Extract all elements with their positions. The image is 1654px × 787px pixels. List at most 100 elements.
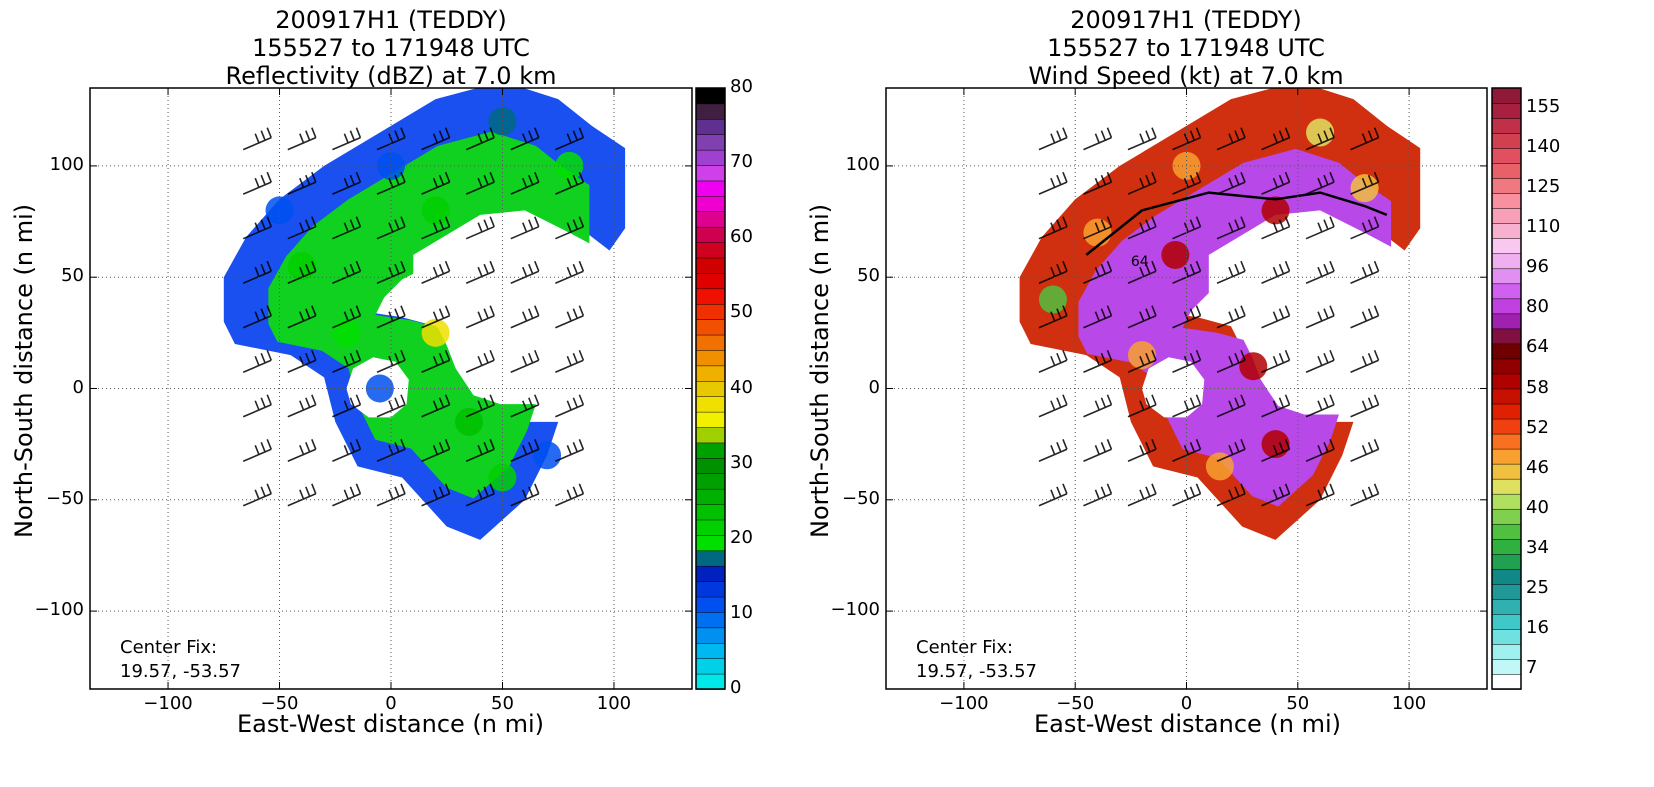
colorbar-segment [695,550,726,567]
wind-barb [376,438,406,463]
colorbar-segment [695,195,726,213]
wind-barb [465,349,495,373]
colorbar-segment [1491,418,1522,435]
colorbar-segment [1491,673,1522,690]
colorbar-segment [1491,177,1522,194]
colorbar-segment [695,627,726,644]
right-title-line-3: Wind Speed (kt) at 7.0 km [1028,62,1344,90]
wind-barb [242,394,272,418]
colorbar-segment [1491,162,1522,179]
wind-barb [1083,127,1113,151]
wind-barb [242,349,272,373]
wind-barb [1127,305,1157,329]
colorbar-segment [1491,207,1522,224]
y-tick-label: 50 [61,265,84,287]
left-title-line-3: Reflectivity (dBZ) at 7.0 km [225,62,557,90]
colorbar-segment [695,565,726,582]
wind-barb [421,216,451,240]
colorbar-segment [1491,433,1522,450]
colorbar-segment [1491,403,1522,420]
wind-barb [1216,127,1246,151]
y-tick-label: −50 [842,487,880,509]
wind-barb [242,216,272,240]
colorbar-segment [695,596,726,613]
wind-barb [1350,171,1380,195]
right-chart-title: 200917H1 (TEDDY) 155527 to 171948 UTC Wi… [876,6,1496,90]
colorbar-segment [695,534,726,552]
wind-barb [1038,127,1068,151]
colorbar-segment [695,87,726,105]
colorbar-tick-label: 50 [730,301,753,323]
colorbar-segment [695,103,726,120]
wind-barb [287,483,317,507]
data-point [265,196,294,225]
colorbar-tick-label: 46 [1526,456,1549,478]
colorbar-segment [695,180,726,197]
x-tick-label: −50 [260,693,299,714]
colorbar-tick-label: 155 [1526,96,1561,118]
data-point [555,151,584,180]
colorbar-tick-label: 70 [730,151,753,173]
wind-barb [1038,394,1068,418]
left-center-fix: Center Fix: 19.57, -53.57 [120,636,241,684]
wind-barb [1038,260,1068,284]
wind-barb [1350,216,1380,240]
wind-barb [242,305,272,329]
wind-barb [555,305,585,329]
left-title-line-2: 155527 to 171948 UTC [252,34,530,62]
left-center-fix-value: 19.57, -53.57 [120,661,241,682]
colorbar-tick-label: 80 [730,76,753,97]
colorbar-segment [1491,643,1522,660]
wind-barb [1038,483,1068,507]
colorbar-segment [695,241,726,259]
data-point [1239,352,1268,381]
wind-barb [465,438,495,463]
colorbar-segment [1491,658,1522,675]
colorbar-segment [695,257,726,274]
colorbar-tick-label: 125 [1526,176,1561,198]
colorbar-segment [695,226,726,243]
y-tick-label: 100 [845,153,880,175]
colorbar-segment [695,457,726,475]
wind-barb [1127,216,1157,240]
wind-barb [1261,438,1291,463]
left-center-fix-label: Center Fix: [120,637,218,658]
wind-barb [1083,216,1113,240]
data-point [332,318,361,347]
x-tick-label: 50 [1286,693,1310,714]
wind-barb [332,171,362,195]
wind-barb [332,305,362,329]
wind-barb [376,483,406,507]
wind-barb [555,349,585,373]
colorbar-segment [1491,613,1522,630]
wind-barb [1172,394,1202,418]
colorbar-segment [695,365,726,382]
colorbar-segment [695,488,726,505]
colorbar-segment [695,442,726,459]
colorbar-segment [695,133,726,151]
colorbar-frame [695,87,726,690]
colorbar-tick-label: 7 [1526,656,1538,678]
colorbar-segment [695,164,726,182]
wind-barb [1127,483,1157,507]
x-tick-label: −50 [1056,693,1095,714]
wind-barb [555,260,585,284]
right-center-fix-value: 19.57, -53.57 [916,661,1037,682]
colorbar-segment [1491,238,1522,255]
wind-barb [1305,171,1335,195]
wind-barb [1127,394,1157,418]
y-tick-label: −50 [46,487,84,509]
data-point [421,196,450,225]
colorbar-segment [695,611,726,629]
colorbar-segment [1491,102,1522,119]
colorbar-segment [1491,358,1522,375]
colorbar-segment [1491,553,1522,570]
wind-barb [1350,394,1380,418]
colorbar-tick-label: 0 [730,677,742,698]
wind-barb [510,260,540,284]
wind-barb [1216,260,1246,284]
data-point [1306,118,1335,147]
colorbar-segment [1491,132,1522,149]
colorbar-segment [1491,147,1522,164]
wind-barb [332,349,362,373]
